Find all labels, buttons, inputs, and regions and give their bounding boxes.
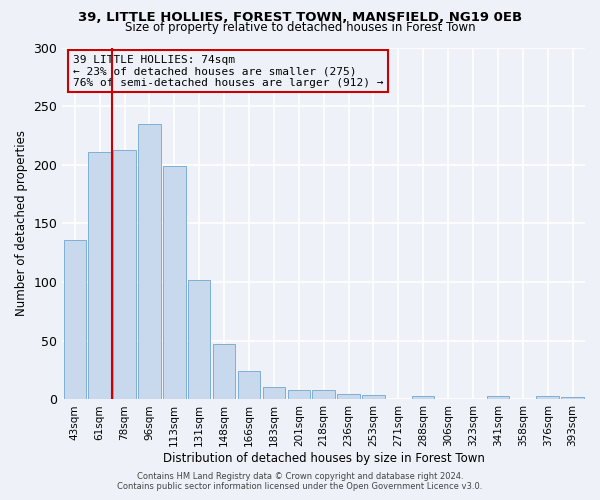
Bar (263, 386, 285, 400)
Bar (313, 390, 335, 400)
Bar (213, 344, 235, 400)
Bar (287, 390, 310, 400)
Text: 39, LITTLE HOLLIES, FOREST TOWN, MANSFIELD, NG19 0EB: 39, LITTLE HOLLIES, FOREST TOWN, MANSFIE… (78, 11, 522, 24)
Bar (64, 240, 86, 400)
Bar (562, 397, 584, 400)
Bar (88, 152, 111, 400)
Bar (337, 394, 360, 400)
Bar (362, 395, 385, 400)
Bar (412, 396, 434, 400)
Bar (113, 150, 136, 400)
Bar (188, 280, 211, 400)
Text: Contains HM Land Registry data © Crown copyright and database right 2024.
Contai: Contains HM Land Registry data © Crown c… (118, 472, 482, 491)
Bar (238, 372, 260, 400)
Bar (163, 166, 185, 400)
Y-axis label: Number of detached properties: Number of detached properties (15, 130, 28, 316)
Text: 39 LITTLE HOLLIES: 74sqm
← 23% of detached houses are smaller (275)
76% of semi-: 39 LITTLE HOLLIES: 74sqm ← 23% of detach… (73, 54, 383, 88)
Bar (536, 396, 559, 400)
Bar (487, 396, 509, 400)
X-axis label: Distribution of detached houses by size in Forest Town: Distribution of detached houses by size … (163, 452, 485, 465)
Text: Size of property relative to detached houses in Forest Town: Size of property relative to detached ho… (125, 22, 475, 35)
Bar (138, 124, 161, 400)
